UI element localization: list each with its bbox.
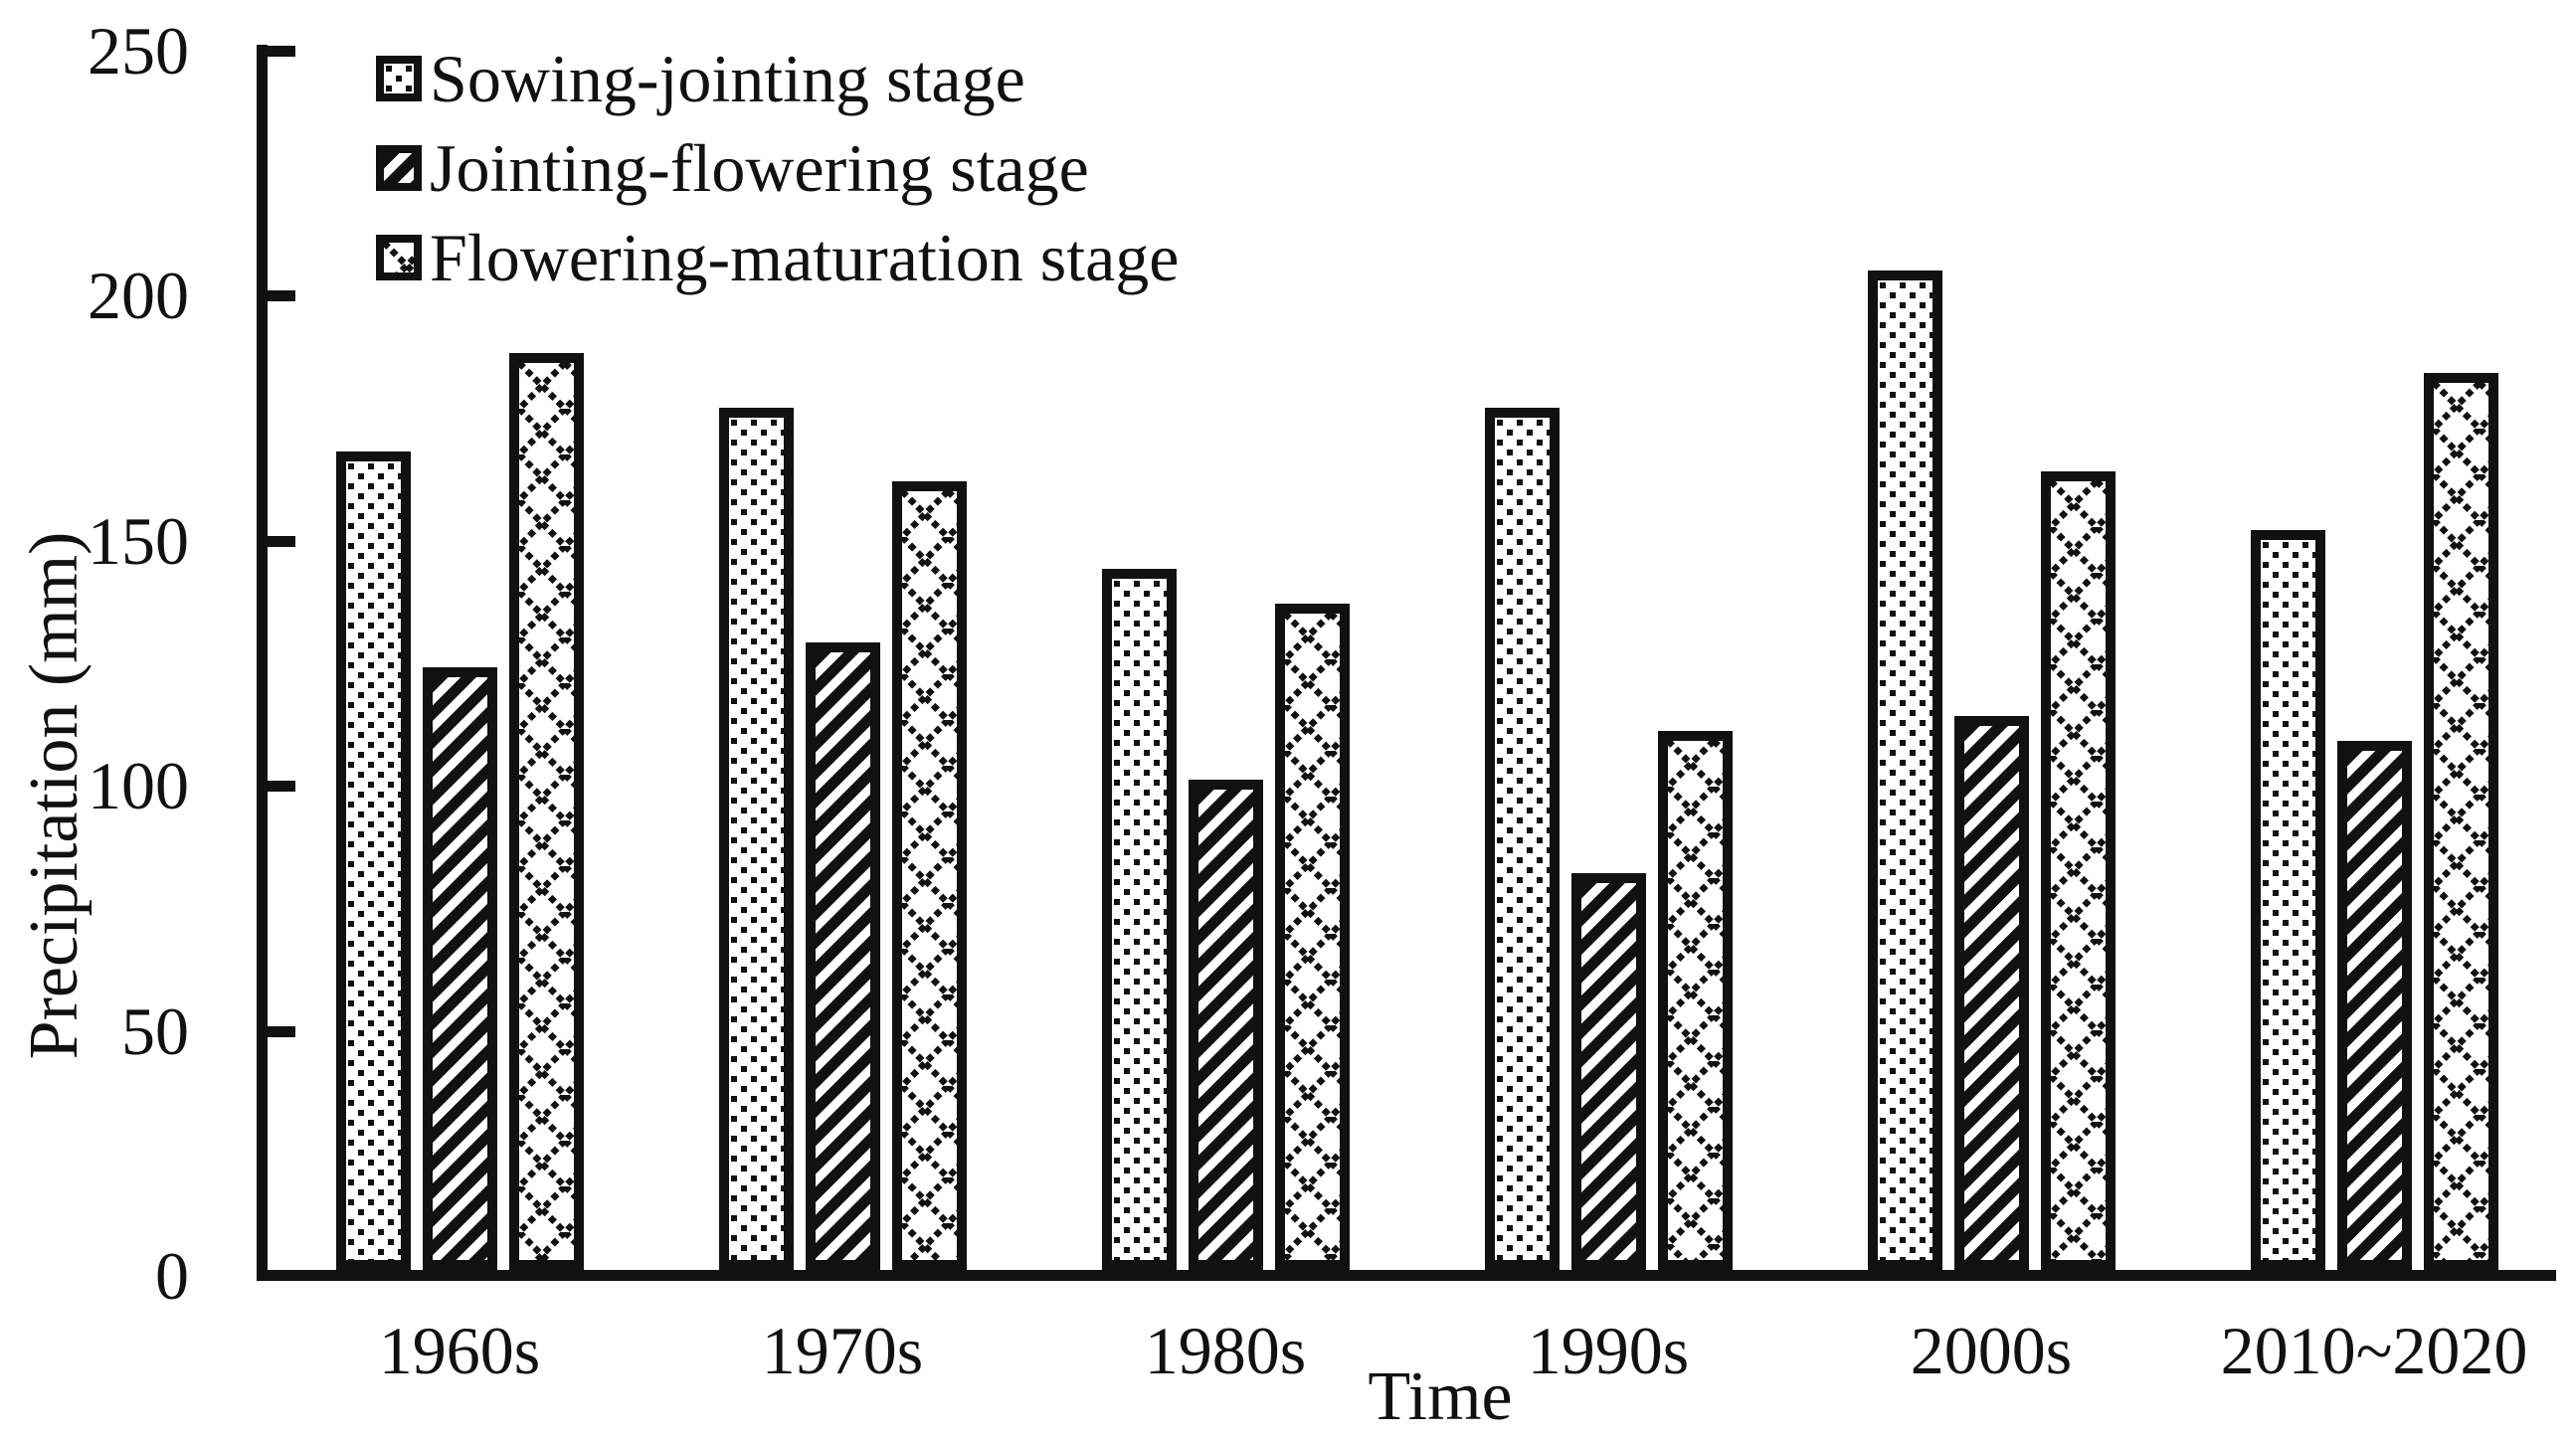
bar-group-1990s (1485, 45, 1733, 1270)
legend-swatch-dotted-squares-icon (376, 56, 422, 101)
bar-diagonal-stripes-1980s (1189, 780, 1263, 1270)
y-tick-label-0: 0 (155, 1238, 189, 1314)
y-tick-label-50: 50 (121, 993, 189, 1069)
bar-diagonal-stripes-1960s (423, 667, 497, 1270)
bar-dotted-squares-1980s (1102, 569, 1177, 1270)
bar-diagonal-stripes-1970s (806, 642, 880, 1270)
y-tick-150 (268, 536, 295, 547)
legend-swatch-diagonal-stripes-icon (376, 145, 422, 191)
bar-dotted-squares-1970s (719, 408, 794, 1270)
legend-item-flowering-maturation: Flowering-maturation stage (376, 224, 1179, 291)
x-axis-line (257, 1270, 2556, 1281)
x-tick-label-1980s: 1980s (1144, 1313, 1307, 1388)
bar-diagonal-stripes-2000s (1954, 716, 2029, 1270)
bar-group-2010~2020 (2251, 45, 2498, 1270)
legend-label: Jointing-flowering stage (430, 130, 1089, 206)
x-axis-title: Time (1368, 1358, 1513, 1435)
bar-dotted-squares-2010~2020 (2251, 530, 2325, 1270)
x-tick-label-2000s: 2000s (1910, 1313, 2073, 1388)
y-tick-label-100: 100 (88, 748, 189, 823)
legend-label: Flowering-maturation stage (430, 220, 1180, 295)
y-tick-200 (268, 290, 295, 301)
y-tick-100 (268, 781, 295, 792)
bar-diamond-crosshatch-2010~2020 (2424, 373, 2498, 1270)
bar-diamond-crosshatch-1980s (1275, 604, 1350, 1270)
y-tick-50 (268, 1026, 295, 1037)
legend-item-jointing-flowering: Jointing-flowering stage (376, 134, 1179, 202)
bar-dotted-squares-1960s (336, 451, 411, 1270)
x-tick-label-1970s: 1970s (761, 1313, 924, 1388)
bar-group-1980s (1102, 45, 1350, 1270)
bar-diagonal-stripes-1990s (1571, 873, 1646, 1270)
bar-group-1960s (336, 45, 584, 1270)
legend-label: Sowing-jointing stage (430, 41, 1025, 116)
y-axis-line (257, 45, 268, 1281)
bar-diamond-crosshatch-2000s (2041, 471, 2116, 1270)
bar-dotted-squares-1990s (1485, 408, 1560, 1270)
bar-diamond-crosshatch-1960s (509, 353, 584, 1270)
bar-group-1970s (719, 45, 967, 1270)
y-tick-label-150: 150 (88, 503, 189, 579)
bar-diamond-crosshatch-1990s (1658, 731, 1733, 1270)
legend-item-sowing-jointing: Sowing-jointing stage (376, 45, 1179, 112)
bar-diamond-crosshatch-1970s (892, 481, 967, 1270)
y-tick-250 (268, 46, 295, 57)
x-tick-label-1990s: 1990s (1527, 1313, 1690, 1388)
legend-swatch-diamond-crosshatch-icon (376, 235, 422, 280)
x-tick-label-1960s: 1960s (378, 1313, 541, 1388)
bar-dotted-squares-2000s (1868, 270, 1942, 1270)
y-tick-label-200: 200 (88, 258, 189, 333)
bar-diagonal-stripes-2010~2020 (2337, 741, 2412, 1270)
legend: Sowing-jointing stage Jointing-flowering… (376, 45, 1179, 324)
x-tick-label-2010~2020: 2010~2020 (2220, 1313, 2528, 1388)
y-tick-label-250: 250 (88, 13, 189, 89)
bar-group-2000s (1868, 45, 2116, 1270)
